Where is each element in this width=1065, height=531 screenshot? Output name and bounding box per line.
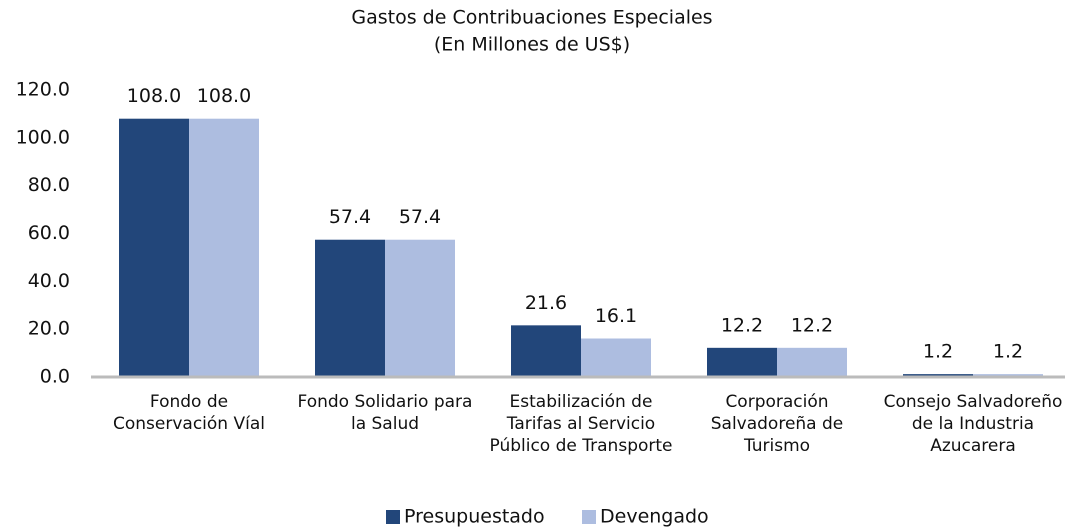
chart-title: Gastos de Contribuaciones Especiales	[351, 7, 712, 29]
value-label: 21.6	[525, 292, 567, 314]
value-label: 57.4	[329, 206, 371, 228]
value-label: 1.2	[993, 341, 1023, 363]
value-label: 1.2	[923, 341, 953, 363]
legend-swatch	[582, 510, 596, 524]
legend-swatch	[386, 510, 400, 524]
value-label: 12.2	[791, 314, 833, 336]
bar	[707, 347, 777, 377]
value-label: 16.1	[595, 305, 637, 327]
value-label: 108.0	[197, 85, 251, 107]
bar	[581, 338, 651, 377]
x-tick-label: Fondo de Conservación Víal	[113, 392, 265, 434]
x-tick-label: Corporación Salvadoreña de Turismo	[710, 392, 844, 456]
x-tick-label: Estabilización de Tarifas al Servicio Pú…	[489, 392, 673, 456]
y-tick-label: 60.0	[28, 222, 70, 244]
bar	[385, 239, 455, 377]
value-label: 108.0	[127, 85, 181, 107]
x-tick-label: Fondo Solidario para la Salud	[297, 392, 473, 434]
y-tick-label: 120.0	[16, 79, 70, 101]
y-tick-label: 40.0	[28, 270, 70, 292]
y-tick-label: 80.0	[28, 174, 70, 196]
bar	[511, 325, 581, 377]
legend-label: Devengado	[600, 506, 709, 528]
y-tick-label: 100.0	[16, 126, 70, 148]
x-tick-label: Consejo Salvadoreño de la Industria Azuc…	[883, 392, 1063, 456]
y-tick-label: 0.0	[40, 366, 70, 388]
bar	[777, 347, 847, 377]
bar	[189, 118, 259, 377]
y-tick-label: 20.0	[28, 318, 70, 340]
chart-subtitle: (En Millones de US$)	[434, 34, 630, 56]
value-label: 12.2	[721, 314, 763, 336]
bar	[119, 118, 189, 377]
bar	[315, 239, 385, 377]
value-label: 57.4	[399, 206, 441, 228]
legend-label: Presupuestado	[404, 506, 545, 528]
